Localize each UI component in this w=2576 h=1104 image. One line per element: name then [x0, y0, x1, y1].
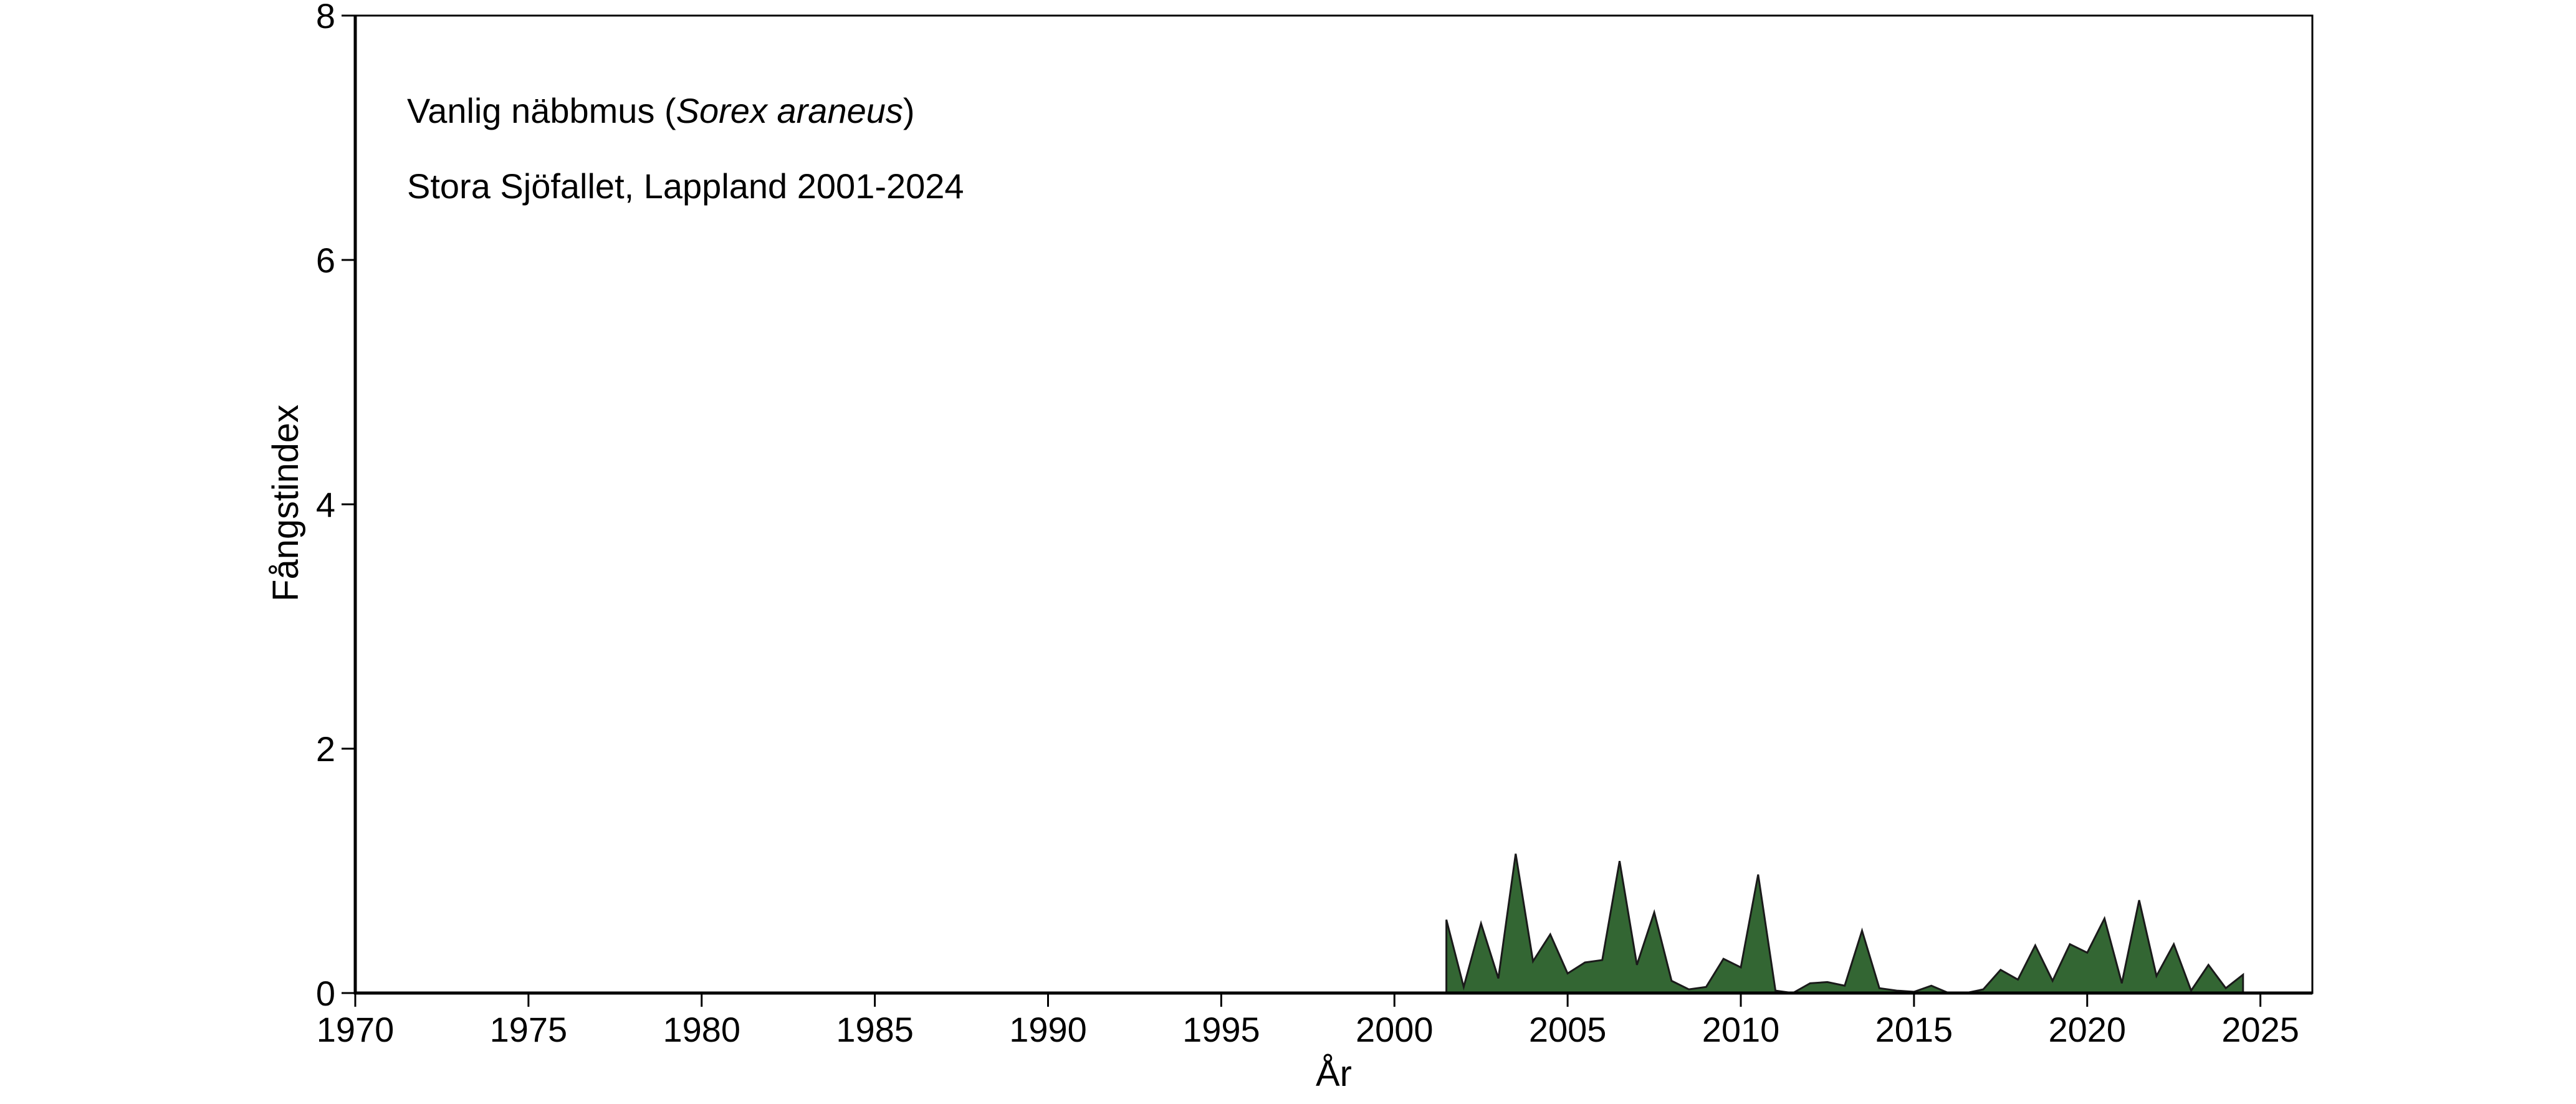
data-point-2017 [1982, 988, 1985, 991]
data-point-2005.5 [1584, 961, 1586, 964]
data-point-2007.5 [1653, 911, 1655, 914]
data-point-2003.5 [1515, 853, 1517, 855]
data-point-2012 [1809, 982, 1811, 984]
data-point-2008.5 [1688, 988, 1690, 991]
data-point-2018.5 [2034, 944, 2036, 947]
x-tick-label-1970: 1970 [317, 1010, 395, 1049]
plot-area [1445, 853, 2244, 994]
data-point-2018 [2017, 978, 2019, 981]
data-point-2024.5 [2242, 974, 2244, 976]
y-tick-label-0: 0 [316, 974, 335, 1013]
data-point-2010.5 [1757, 873, 1760, 876]
x-tick-label-1985: 1985 [836, 1010, 914, 1049]
data-point-2006.5 [1619, 860, 1621, 862]
data-point-2021.5 [2138, 899, 2140, 901]
data-point-2013 [1844, 984, 1846, 987]
data-point-2012.5 [1826, 981, 1829, 983]
x-tick-label-1980: 1980 [663, 1010, 740, 1049]
x-tick-label-1990: 1990 [1009, 1010, 1087, 1049]
data-point-2019.5 [2069, 943, 2071, 946]
data-point-2006 [1601, 959, 1604, 961]
data-point-2001.5 [1445, 918, 1448, 921]
data-point-2009.5 [1722, 958, 1725, 960]
data-point-2010 [1740, 966, 1742, 969]
data-point-2017.5 [1999, 969, 2002, 971]
x-tick-label-2015: 2015 [1875, 1010, 1953, 1049]
data-point-2008 [1670, 979, 1673, 982]
species-suffix: ) [903, 91, 915, 130]
x-tick-label-1995: 1995 [1182, 1010, 1260, 1049]
data-point-2014 [1878, 987, 1880, 989]
data-point-2020.5 [2104, 917, 2106, 919]
x-axis-title: År [1316, 1054, 1352, 1094]
data-point-2009 [1705, 986, 1707, 988]
data-point-2020 [2086, 951, 2089, 954]
x-tick-label-2005: 2005 [1529, 1010, 1607, 1049]
y-tick-label-4: 4 [316, 485, 335, 524]
data-point-2004 [1532, 960, 1535, 962]
data-point-2022.5 [2173, 943, 2175, 946]
species-prefix: Vanlig näbbmus ( [407, 91, 676, 130]
species-annotation: Vanlig näbbmus (Sorex araneus) [407, 91, 915, 130]
data-point-2019 [2051, 979, 2054, 982]
x-tick-label-1975: 1975 [490, 1010, 568, 1049]
data-point-2007 [1635, 964, 1638, 966]
x-tick-label-2020: 2020 [2048, 1010, 2126, 1049]
data-point-2015.5 [1930, 984, 1933, 987]
data-point-2002 [1462, 986, 1465, 988]
data-point-2003 [1497, 977, 1500, 980]
x-tick-label-2000: 2000 [1356, 1010, 1434, 1049]
data-point-2002.5 [1480, 922, 1482, 924]
data-point-2021 [2120, 982, 2123, 984]
y-tick-label-8: 8 [316, 0, 335, 36]
area-series-0 [1445, 853, 2244, 994]
y-tick-label-6: 6 [316, 241, 335, 280]
data-point-2004.5 [1549, 933, 1551, 936]
data-point-2005 [1566, 972, 1569, 975]
axes: 1970 1975 1980 1985 1990 1995 2000 2005 2010 2015… [316, 0, 2314, 1049]
data-point-2023.5 [2207, 964, 2210, 966]
data-point-2024 [2224, 987, 2227, 989]
data-point-2013.5 [1861, 929, 1864, 932]
x-tick-label-2025: 2025 [2221, 1010, 2299, 1049]
x-tick-label-2010: 2010 [1702, 1010, 1780, 1049]
y-axis-title: Fångstindex [266, 405, 306, 602]
data-point-2022 [2155, 975, 2158, 977]
y-tick-label-2: 2 [316, 729, 335, 769]
plot-frame [354, 14, 2314, 994]
location-annotation: Stora Sjöfallet, Lappland 2001-2024 [407, 166, 964, 206]
annotations: Vanlig näbbmus (Sorex araneus) Stora Sjö… [407, 91, 964, 206]
species-latin-name: Sorex araneus [676, 91, 903, 130]
